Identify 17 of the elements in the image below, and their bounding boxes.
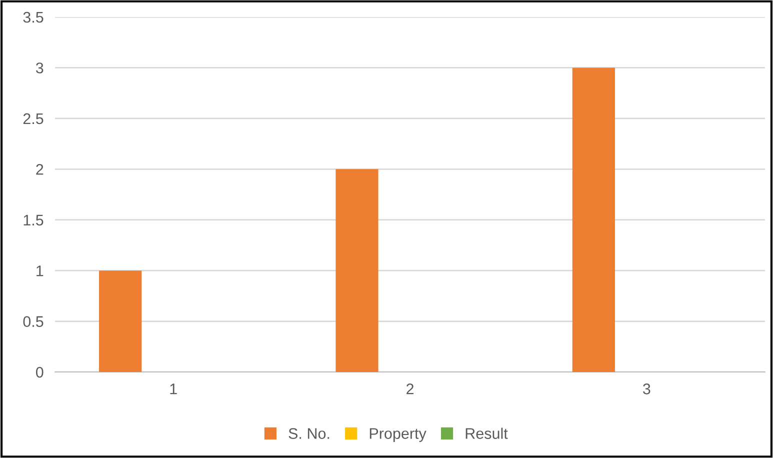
legend-label: S. No. (288, 428, 330, 439)
x-tick-label: 1 (170, 384, 177, 394)
y-tick-label: 2.5 (23, 113, 44, 124)
bar (336, 169, 378, 372)
x-tick-label: 2 (406, 384, 414, 394)
bar (572, 68, 615, 372)
legend-label: Result (466, 428, 508, 439)
legend-label: Property (370, 428, 426, 442)
x-tick-label: 3 (643, 384, 650, 394)
y-tick-label: 3 (36, 62, 44, 74)
y-tick-label: 0 (36, 366, 44, 378)
y-tick-label: 1 (36, 266, 44, 276)
y-tick-label: 1.5 (24, 214, 44, 226)
y-tick-label: 0.5 (23, 316, 44, 327)
y-tick-label: 3.5 (23, 12, 44, 23)
bar (99, 270, 142, 372)
y-tick-label: 2 (36, 164, 44, 175)
